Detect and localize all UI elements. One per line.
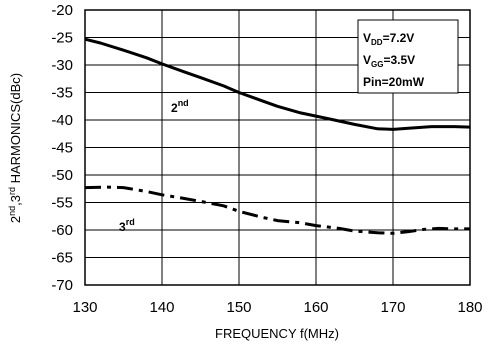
y-tick-label: -70 bbox=[51, 277, 73, 294]
y-tick-label: -25 bbox=[51, 30, 73, 47]
x-tick-labels: 130 140 150 160 170 180 bbox=[72, 299, 482, 316]
series-line-3rd bbox=[84, 185, 470, 235]
y-tick-label: -35 bbox=[51, 85, 73, 102]
x-tick-label: 150 bbox=[226, 299, 251, 316]
annotation-vdd: VDD=7.2V bbox=[363, 31, 414, 47]
annotation-vgg: VGG=3.5V bbox=[363, 53, 415, 69]
y-tick-label: -40 bbox=[51, 112, 73, 129]
series-line-2nd bbox=[84, 37, 471, 131]
y-tick-label: -50 bbox=[51, 167, 73, 184]
y-tick-label: -45 bbox=[51, 140, 73, 157]
y-tick-label: -30 bbox=[51, 57, 73, 74]
annotation-pin: Pin=20mW bbox=[363, 75, 425, 89]
y-tick-labels: -20 -25 -30 -35 -40 -45 -50 -55 -60 -65 -70 bbox=[51, 2, 73, 294]
conditions-annotation: VDD=7.2V VGG=3.5V Pin=20mW bbox=[357, 19, 459, 94]
series-label-3rd: 3rd bbox=[119, 217, 135, 234]
x-tick-label: 170 bbox=[380, 299, 405, 316]
y-tick-label: -20 bbox=[51, 2, 73, 19]
series-label-2nd: 2nd bbox=[171, 98, 189, 115]
y-axis-title: 2nd,3rd HARMONICS(dBc) bbox=[7, 73, 23, 223]
y-tick-label: -55 bbox=[51, 195, 73, 212]
y-tick-label: -65 bbox=[51, 250, 73, 267]
y-tick-label: -60 bbox=[51, 222, 73, 239]
annotation-box bbox=[357, 19, 459, 94]
x-tick-label: 140 bbox=[149, 299, 174, 316]
series-lines bbox=[84, 37, 471, 235]
x-tick-label: 130 bbox=[72, 299, 97, 316]
x-tick-label: 180 bbox=[457, 299, 482, 316]
x-axis-title: FREQUENCY f(MHz) bbox=[215, 326, 339, 341]
x-tick-label: 160 bbox=[303, 299, 328, 316]
